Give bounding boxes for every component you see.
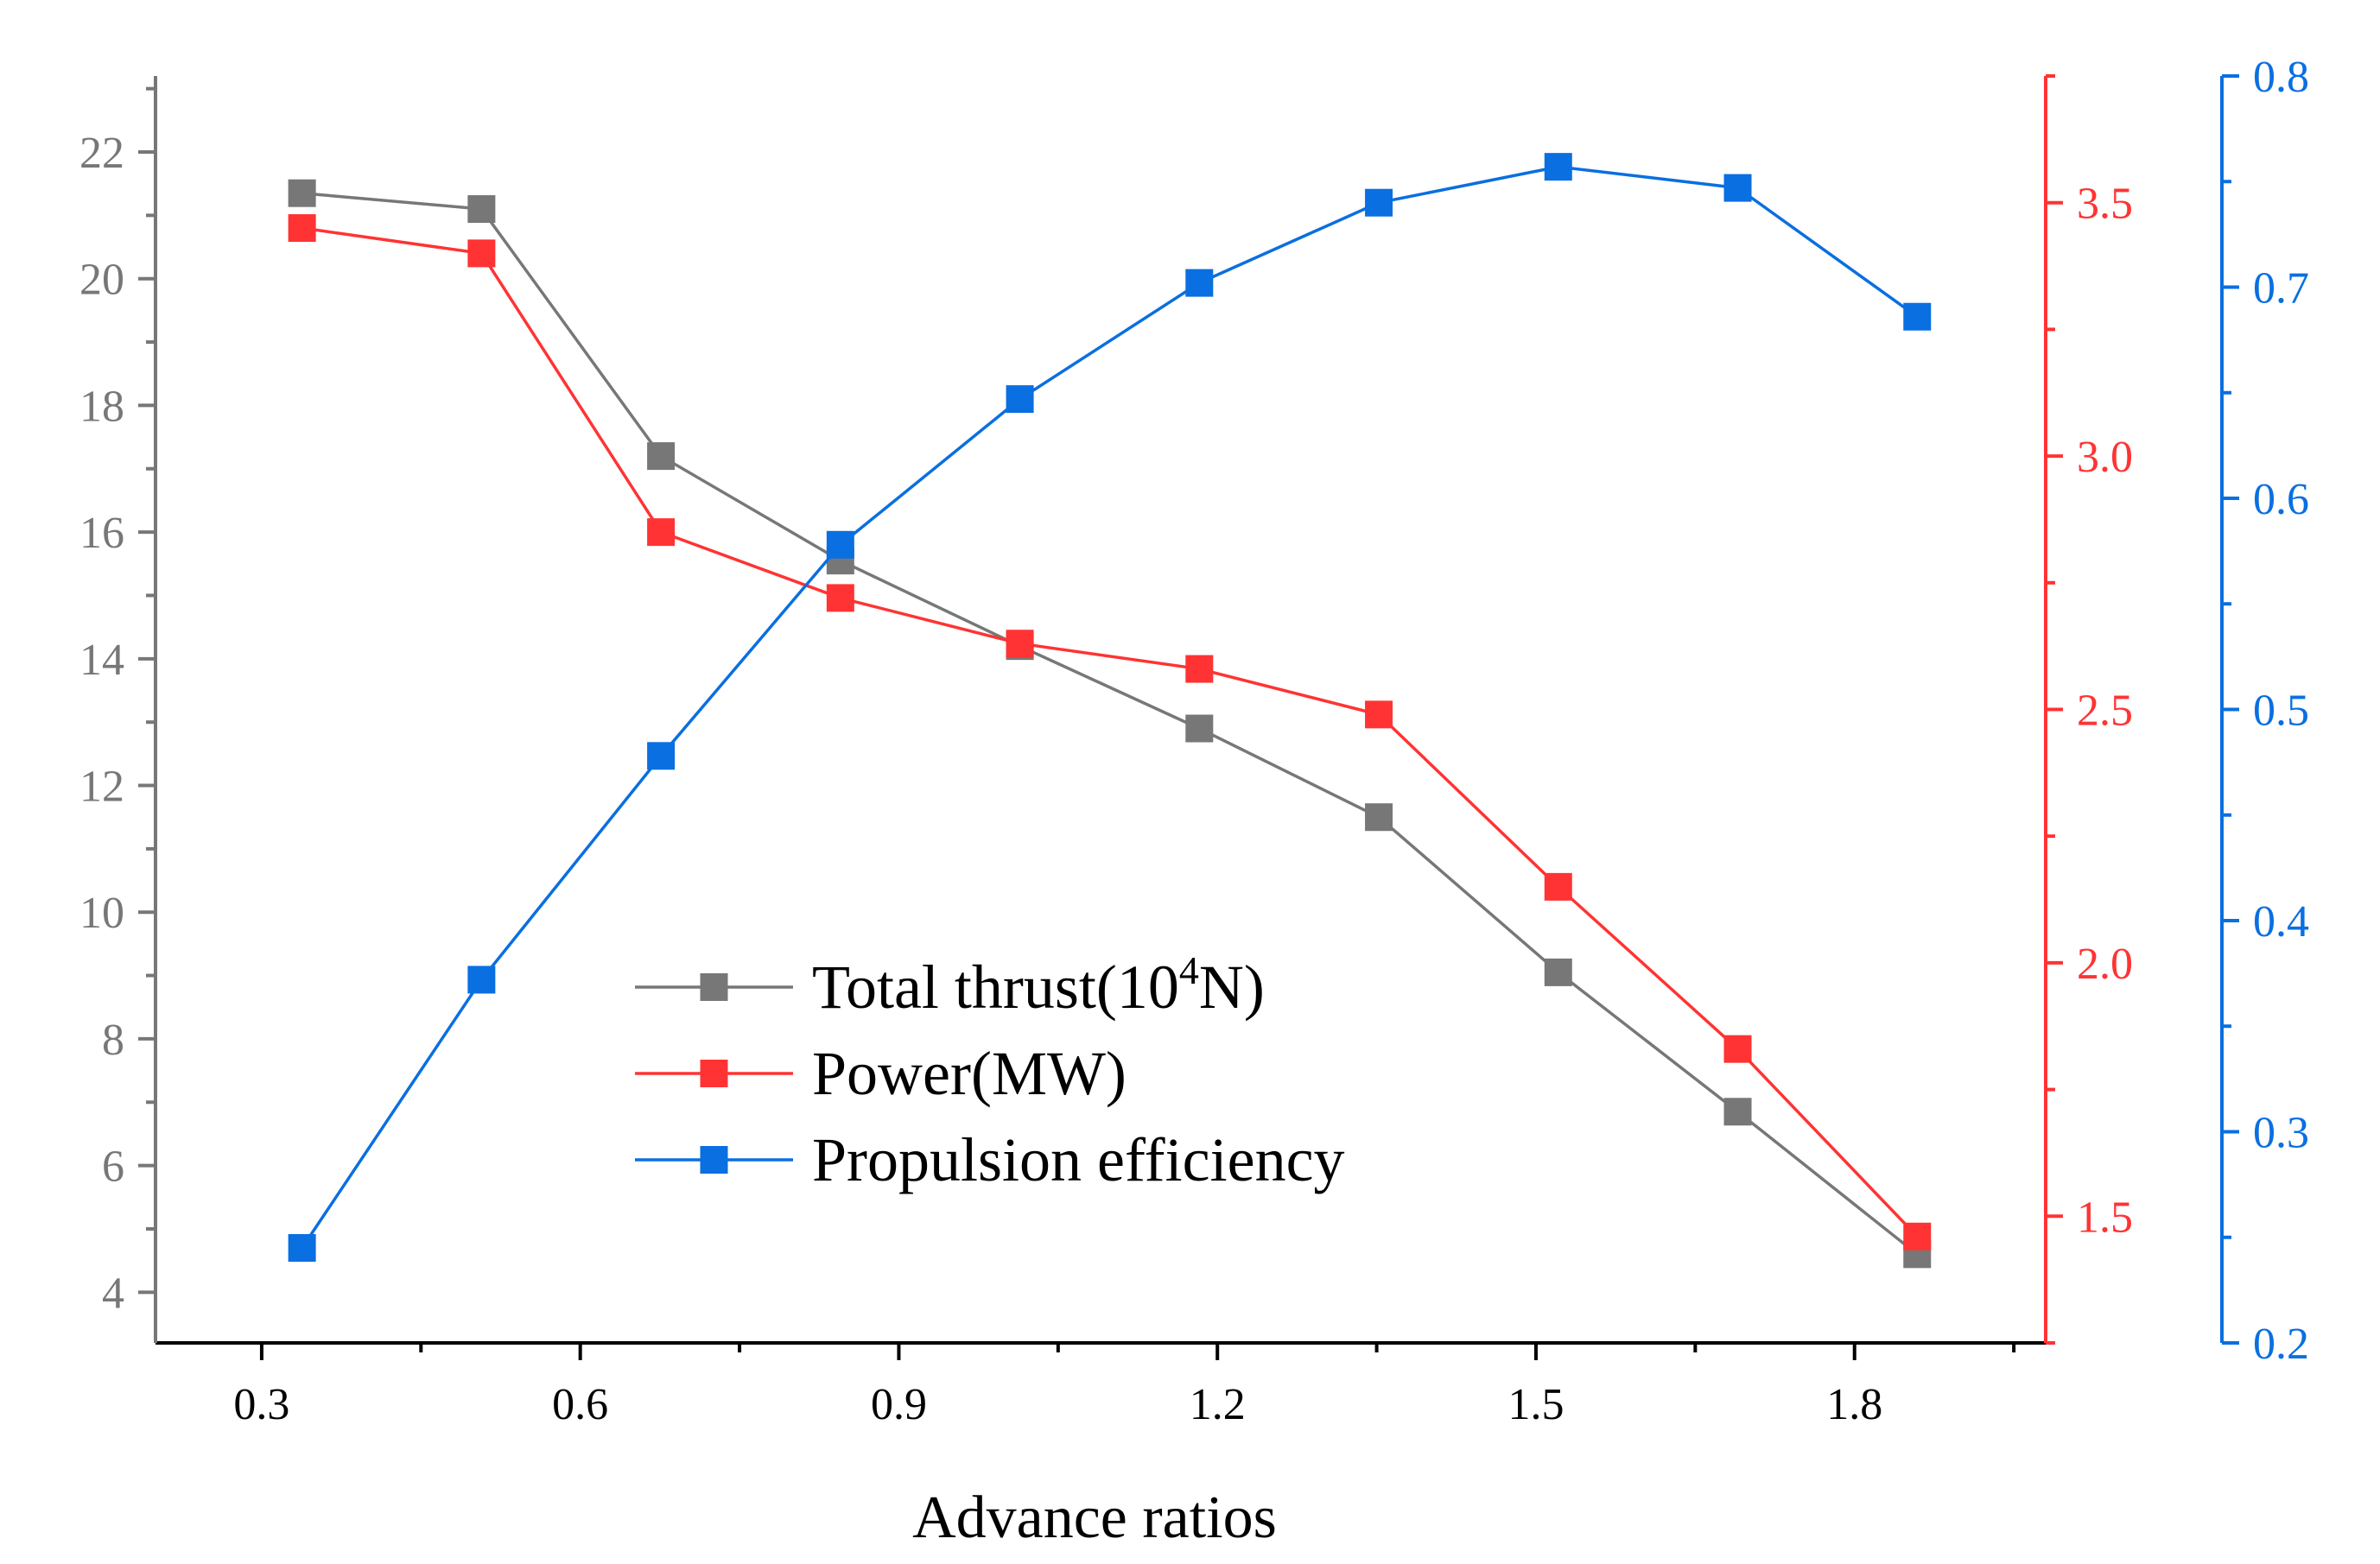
data-point: [1185, 655, 1214, 683]
efficiency-y-axis-tick-label: 0.6: [2253, 475, 2309, 524]
data-point: [647, 442, 676, 471]
left-y-axis-tick-label: 18: [79, 382, 124, 431]
x-axis-label: Advance ratios: [912, 1485, 1277, 1551]
x-tick-label: 1.8: [1826, 1380, 1882, 1429]
data-point: [467, 966, 496, 994]
legend-marker: [700, 1060, 728, 1087]
data-point: [1365, 803, 1393, 832]
data-point: [1723, 1098, 1752, 1126]
data-point: [288, 1233, 316, 1262]
power-y-axis-tick-label: 3.0: [2077, 433, 2133, 482]
data-point: [288, 214, 316, 243]
left-y-axis-tick-label: 16: [79, 509, 124, 558]
series-line-3: [301, 165, 1919, 1249]
data-point: [1903, 302, 1932, 331]
series-line-1: [301, 191, 1919, 1256]
left-y-axis-tick-label: 22: [79, 129, 124, 178]
data-point: [826, 530, 854, 559]
legend-text: Power(MW): [812, 1039, 1127, 1108]
legend-text: Total thrust(10: [812, 953, 1179, 1022]
efficiency-y-axis-tick-label: 0.8: [2253, 53, 2309, 102]
legend-text: Propulsion efficiency: [812, 1125, 1345, 1194]
data-point: [467, 239, 496, 268]
data-point: [1006, 385, 1034, 414]
plot-area: [288, 153, 1932, 1269]
efficiency-y-axis-tick-label: 0.7: [2253, 264, 2309, 313]
efficiency-y-axis-tick-label: 0.5: [2253, 687, 2309, 736]
data-point: [288, 179, 316, 207]
axes: 0.3 0.6 0.9 1.2 1.5 1.8 4 6 8 10 12 14 16 18 20 22 1.5 2.…: [79, 53, 2309, 1429]
power-y-axis-tick-label: 2.5: [2077, 687, 2133, 736]
data-point: [1903, 1222, 1932, 1251]
data-point: [1185, 269, 1214, 297]
power-y-axis-tick-label: 2.0: [2077, 940, 2133, 989]
left-y-axis-tick-label: 10: [79, 889, 124, 938]
x-tick-label: 0.9: [871, 1380, 927, 1429]
legend-label: Propulsion efficiency: [812, 1125, 1345, 1194]
power-y-axis-tick-label: 3.5: [2077, 180, 2133, 229]
left-y-axis-tick-label: 20: [79, 256, 124, 305]
data-point: [826, 584, 854, 612]
left-y-axis-tick-label: 6: [102, 1143, 124, 1192]
efficiency-y-axis-tick-label: 0.3: [2253, 1109, 2309, 1158]
data-point: [1544, 872, 1572, 901]
x-tick-label: 0.3: [233, 1380, 289, 1429]
x-tick-label: 1.5: [1507, 1380, 1564, 1429]
data-point: [1365, 700, 1393, 729]
data-point: [1723, 174, 1752, 202]
data-point: [647, 742, 676, 770]
data-point: [1544, 958, 1572, 986]
legend: Total thrust(104N) Power(MW) Propulsion ef…: [635, 948, 1345, 1194]
legend-label: Power(MW): [812, 1039, 1127, 1108]
efficiency-y-axis-tick-label: 0.2: [2253, 1320, 2309, 1369]
legend-marker: [700, 973, 728, 1001]
left-y-axis-tick-label: 12: [79, 763, 124, 812]
legend-label: Total thrust(104N): [812, 948, 1265, 1022]
left-y-axis-tick-label: 14: [79, 636, 124, 685]
data-point: [1544, 153, 1572, 181]
data-point: [647, 518, 676, 547]
left-y-axis-tick-label: 8: [102, 1016, 124, 1065]
series-line-2: [301, 226, 1919, 1238]
power-y-axis-tick-label: 1.5: [2077, 1193, 2133, 1242]
data-point: [1723, 1035, 1752, 1063]
data-point: [1185, 714, 1214, 743]
data-point: [1365, 188, 1393, 217]
legend-superscript: 4: [1179, 948, 1199, 992]
x-tick-label: 1.2: [1190, 1380, 1246, 1429]
efficiency-y-axis-tick-label: 0.4: [2253, 897, 2309, 947]
data-point: [467, 195, 496, 224]
legend-suffix: N): [1199, 953, 1265, 1022]
x-tick-label: 0.6: [552, 1380, 608, 1429]
left-y-axis-tick-label: 4: [102, 1269, 124, 1318]
legend-marker: [700, 1146, 728, 1174]
data-point: [1006, 630, 1034, 658]
